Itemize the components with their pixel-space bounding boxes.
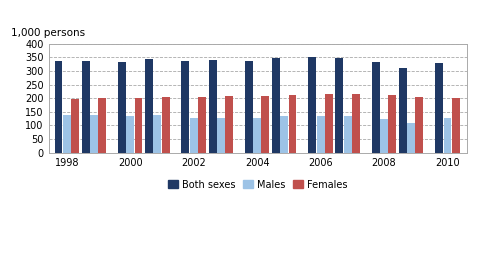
Legend: Both sexes, Males, Females: Both sexes, Males, Females (164, 176, 351, 194)
Bar (118, 62, 126, 153)
Bar (126, 116, 134, 153)
Bar (181, 61, 189, 153)
Bar (190, 118, 198, 153)
Bar (280, 116, 288, 153)
Bar (443, 118, 452, 153)
Bar (325, 94, 333, 153)
Bar (81, 61, 90, 153)
Bar (63, 115, 71, 153)
Bar (253, 118, 261, 153)
Bar (344, 116, 352, 153)
Bar (54, 61, 63, 153)
Bar (153, 115, 161, 153)
Bar (225, 96, 233, 153)
Bar (407, 123, 415, 153)
Bar (452, 98, 460, 153)
Bar (198, 97, 206, 153)
Bar (308, 57, 316, 153)
Bar (380, 120, 388, 153)
Bar (415, 97, 423, 153)
Bar (161, 97, 170, 153)
Bar (71, 99, 79, 153)
Bar (134, 98, 143, 153)
Bar (90, 115, 98, 153)
Bar (372, 62, 380, 153)
Bar (98, 99, 106, 153)
Bar (352, 94, 360, 153)
Bar (388, 96, 396, 153)
Bar (145, 59, 153, 153)
Bar (435, 63, 443, 153)
Text: 1,000 persons: 1,000 persons (11, 28, 85, 38)
Bar (335, 58, 343, 153)
Bar (245, 61, 253, 153)
Bar (272, 58, 280, 153)
Bar (209, 60, 216, 153)
Bar (217, 118, 225, 153)
Bar (289, 95, 296, 153)
Bar (317, 117, 324, 153)
Bar (399, 68, 407, 153)
Bar (261, 96, 269, 153)
